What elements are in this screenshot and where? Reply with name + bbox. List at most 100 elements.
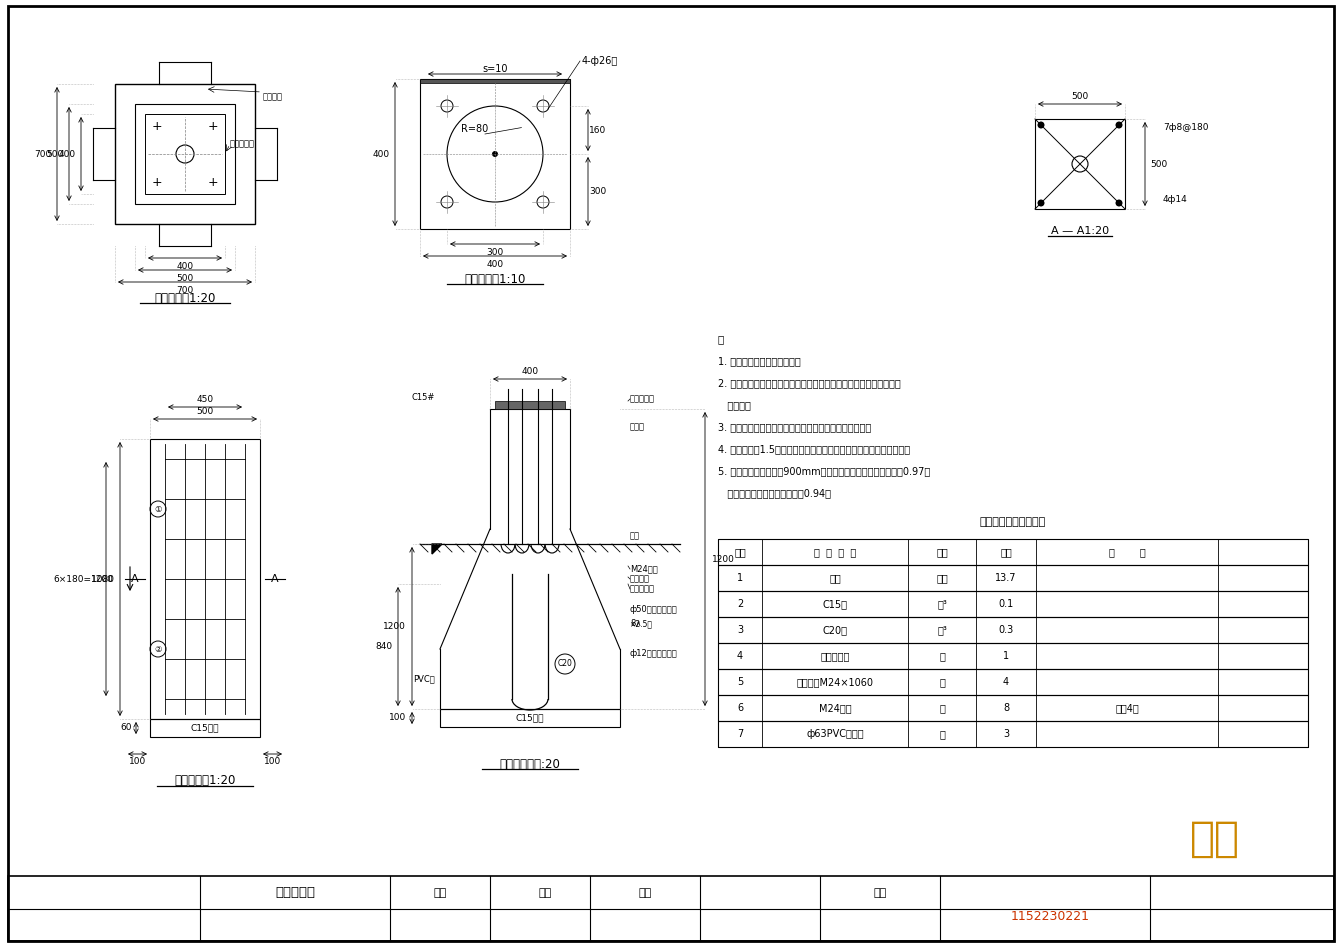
Text: 个: 个 [939, 651, 945, 661]
Bar [718, 695, 1308, 721]
Text: 1: 1 [737, 573, 743, 583]
Bar [1035, 119, 1125, 209]
Text: 1200: 1200 [382, 622, 405, 631]
Bar [420, 79, 570, 83]
Text: 灌浆层: 灌浆层 [629, 422, 646, 432]
Circle shape [1115, 121, 1122, 128]
Text: 底板法兰盘1:10: 底板法兰盘1:10 [464, 272, 526, 286]
Text: 备        注: 备 注 [1108, 547, 1145, 557]
Bar [150, 439, 260, 719]
Text: 160: 160 [589, 125, 607, 135]
Text: 3: 3 [737, 625, 743, 635]
Text: 4: 4 [1002, 677, 1009, 687]
Text: 1200: 1200 [90, 574, 114, 584]
Text: 路灯基础图: 路灯基础图 [275, 886, 315, 900]
Text: 100: 100 [129, 757, 146, 767]
Text: 底板法兰盘: 底板法兰盘 [629, 585, 655, 593]
Text: 300: 300 [486, 248, 503, 256]
Text: 1: 1 [1002, 651, 1009, 661]
Text: 6×180=1080: 6×180=1080 [54, 574, 114, 584]
Bar [718, 539, 1308, 565]
Text: 500: 500 [1071, 91, 1088, 101]
Text: 400: 400 [373, 150, 389, 158]
Text: 7ф8@180: 7ф8@180 [1164, 122, 1209, 132]
Text: 840: 840 [376, 642, 393, 651]
Bar [150, 719, 260, 737]
Bar [145, 114, 225, 194]
Text: 盒保护。: 盒保护。 [718, 400, 752, 410]
Text: 400: 400 [486, 259, 503, 269]
Text: 基础平面图1:20: 基础平面图1:20 [154, 291, 216, 305]
Bar [115, 84, 255, 224]
Text: +: + [152, 176, 162, 189]
Text: 2: 2 [737, 599, 743, 609]
Text: A: A [132, 574, 138, 584]
Text: 13.7: 13.7 [996, 573, 1017, 583]
Circle shape [1115, 199, 1122, 207]
Text: 四周回填砂土密实系数不小于0.94。: 四周回填砂土密实系数不小于0.94。 [718, 488, 831, 498]
Text: 3. 基础安放时，予埋穿线管方向应平行于道路行车方向。: 3. 基础安放时，予埋穿线管方向应平行于道路行车方向。 [718, 422, 871, 432]
Text: A — A1:20: A — A1:20 [1051, 226, 1108, 236]
Text: 序号: 序号 [734, 547, 746, 557]
Text: 审核: 审核 [639, 888, 652, 898]
Text: C15砼: C15砼 [823, 599, 848, 609]
Text: PVC管: PVC管 [413, 675, 435, 683]
Text: A: A [271, 574, 279, 584]
Text: ф12螺旋钢筋绑扎: ф12螺旋钢筋绑扎 [629, 649, 678, 659]
Text: 500: 500 [176, 273, 193, 283]
Text: C20: C20 [557, 660, 573, 668]
Text: C20砼: C20砼 [823, 625, 848, 635]
Bar [8, 876, 1334, 941]
Text: 0.1: 0.1 [998, 599, 1013, 609]
Text: 米: 米 [939, 729, 945, 739]
Text: 个: 个 [939, 703, 945, 713]
Text: 100: 100 [264, 757, 280, 767]
Text: 2. 路灯基础二次混凝土浇注前，底脚螺栓的螺母应涂上黄油并用塑料: 2. 路灯基础二次混凝土浇注前，底脚螺栓的螺母应涂上黄油并用塑料 [718, 378, 900, 388]
Text: 400: 400 [176, 262, 193, 270]
Text: 图号: 图号 [874, 888, 887, 898]
Text: 0.3: 0.3 [998, 625, 1013, 635]
Text: 底板法兰盘: 底板法兰盘 [229, 140, 255, 148]
Text: 根: 根 [939, 677, 945, 687]
Polygon shape [432, 544, 442, 554]
Text: 100: 100 [389, 714, 407, 722]
Text: +: + [208, 120, 219, 133]
Text: 500: 500 [1150, 159, 1168, 169]
Text: M24螺母: M24螺母 [819, 703, 851, 713]
Text: 8: 8 [1002, 703, 1009, 713]
Text: 1. 图中尺寸单位均以毫米计。: 1. 图中尺寸单位均以毫米计。 [718, 356, 801, 366]
Bar [718, 565, 1308, 591]
Circle shape [1037, 121, 1044, 128]
Text: ②: ② [154, 644, 162, 654]
Text: 4: 4 [737, 651, 743, 661]
Text: 复核: 复核 [538, 888, 552, 898]
Bar [718, 617, 1308, 643]
Text: 钢筋: 钢筋 [829, 573, 841, 583]
Text: 4. 接地极埋深1.5米，接地线及接地极材料统计不含在基础材料表内。: 4. 接地极埋深1.5米，接地线及接地极材料统计不含在基础材料表内。 [718, 444, 910, 454]
Text: ф50管钢筋笼骨架: ф50管钢筋笼骨架 [629, 605, 678, 613]
Text: 千克: 千克 [937, 573, 947, 583]
Text: 设计: 设计 [433, 888, 447, 898]
Text: 平衡螺母: 平衡螺母 [263, 92, 283, 101]
Text: 米³: 米³ [937, 625, 947, 635]
Text: 材  料  名  称: 材 料 名 称 [813, 547, 856, 557]
Text: 知禾: 知禾 [1190, 818, 1240, 860]
Text: 底板法兰盘: 底板法兰盘 [820, 651, 849, 661]
Text: C15垫层: C15垫层 [515, 714, 545, 722]
Text: 5: 5 [737, 677, 743, 687]
Text: 60: 60 [121, 723, 132, 733]
Text: 地脚螺栓: 地脚螺栓 [629, 574, 650, 584]
Text: C15垫层: C15垫层 [191, 723, 219, 733]
Text: 3: 3 [1002, 729, 1009, 739]
Bar [718, 669, 1308, 695]
Text: 8∧: 8∧ [629, 620, 641, 628]
Bar [136, 104, 235, 204]
Text: 400: 400 [59, 150, 75, 158]
Text: 基础配筋图1:20: 基础配筋图1:20 [174, 774, 236, 788]
Text: 每个灯基础主要材料表: 每个灯基础主要材料表 [980, 517, 1047, 527]
Text: 700: 700 [176, 286, 193, 294]
Text: 700: 700 [35, 150, 51, 158]
Bar [440, 709, 620, 727]
Text: +: + [152, 120, 162, 133]
Text: 500: 500 [47, 150, 63, 158]
